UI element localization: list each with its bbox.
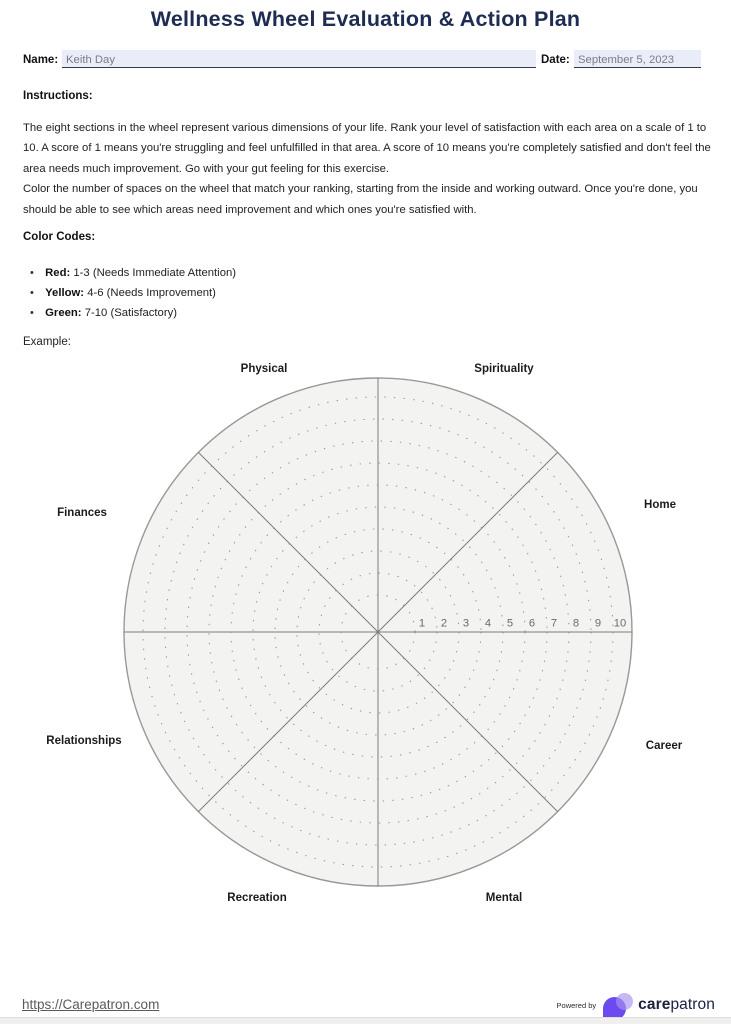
color-code-red: • Red: 1-3 (Needs Immediate Attention): [30, 263, 236, 283]
svg-text:4: 4: [485, 618, 491, 630]
name-date-row: Name: Date:: [0, 50, 731, 70]
svg-text:7: 7: [551, 618, 557, 630]
logo-lavender-circle: [616, 993, 634, 1010]
wheel-section-label-home: Home: [644, 499, 676, 511]
wheel-section-label-spirituality: Spirituality: [474, 363, 534, 375]
powered-by-text: Powered by: [556, 1000, 597, 1010]
color-code-green: • Green: 7-10 (Satisfactory): [30, 303, 236, 323]
wheel-section-label-finances: Finances: [57, 507, 107, 519]
wheel-section-label-mental: Mental: [485, 892, 523, 904]
color-code-desc: 1-3 (Needs Immediate Attention): [73, 267, 237, 279]
instructions-paragraph-1: The eight sections in the wheel represen…: [23, 122, 711, 175]
bullet-icon: •: [30, 267, 34, 279]
brand-bold: care: [638, 996, 671, 1013]
carepatron-wordmark: carepatron: [638, 996, 715, 1014]
color-code-desc: 4-6 (Needs Improvement): [87, 287, 216, 299]
page-bottom-divider: [0, 1017, 731, 1024]
color-codes-heading: Color Codes:: [23, 231, 96, 243]
wheel-section-label-physical: Physical: [240, 363, 288, 375]
color-code-term: Green:: [45, 307, 82, 319]
instructions-paragraph-2: Color the number of spaces on the wheel …: [23, 183, 698, 216]
powered-by-badge: Powered by carepatron: [557, 990, 715, 1020]
svg-text:10: 10: [614, 618, 626, 630]
bullet-icon: •: [30, 307, 34, 319]
example-label: Example:: [23, 336, 71, 348]
svg-text:9: 9: [595, 618, 601, 630]
color-code-term: Red:: [45, 267, 71, 279]
wheel-section-label-career: Career: [645, 740, 683, 752]
wellness-wheel[interactable]: 1 2 3 4 5 6 7 8 9 10: [108, 362, 648, 902]
instructions-heading: Instructions:: [23, 90, 93, 102]
page-title: Wellness Wheel Evaluation & Action Plan: [150, 7, 581, 31]
svg-text:1: 1: [419, 618, 425, 630]
date-input[interactable]: [574, 50, 701, 68]
brand-rest: patron: [670, 996, 715, 1013]
wheel-section-label-recreation: Recreation: [227, 892, 287, 904]
color-code-yellow: • Yellow: 4-6 (Needs Improvement): [30, 283, 236, 303]
name-input[interactable]: [62, 50, 536, 68]
carepatron-link[interactable]: https://Carepatron.com: [22, 997, 160, 1012]
date-label: Date:: [541, 54, 570, 66]
svg-text:2: 2: [441, 618, 447, 630]
wellness-wheel-canvas[interactable]: 1 2 3 4 5 6 7 8 9 10: [108, 362, 648, 902]
color-code-term: Yellow:: [45, 287, 85, 299]
svg-text:3: 3: [463, 618, 469, 630]
bullet-icon: •: [30, 287, 34, 299]
color-code-desc: 7-10 (Satisfactory): [84, 307, 177, 319]
name-label: Name:: [23, 54, 59, 66]
wheel-section-label-relationships: Relationships: [46, 735, 122, 747]
carepatron-logo-icon: [603, 992, 634, 1020]
svg-text:5: 5: [507, 618, 513, 630]
svg-text:6: 6: [529, 618, 535, 630]
svg-text:8: 8: [573, 618, 579, 630]
instructions-text: The eight sections in the wheel represen…: [23, 118, 715, 220]
color-codes-list: • Red: 1-3 (Needs Immediate Attention) •…: [30, 263, 236, 323]
